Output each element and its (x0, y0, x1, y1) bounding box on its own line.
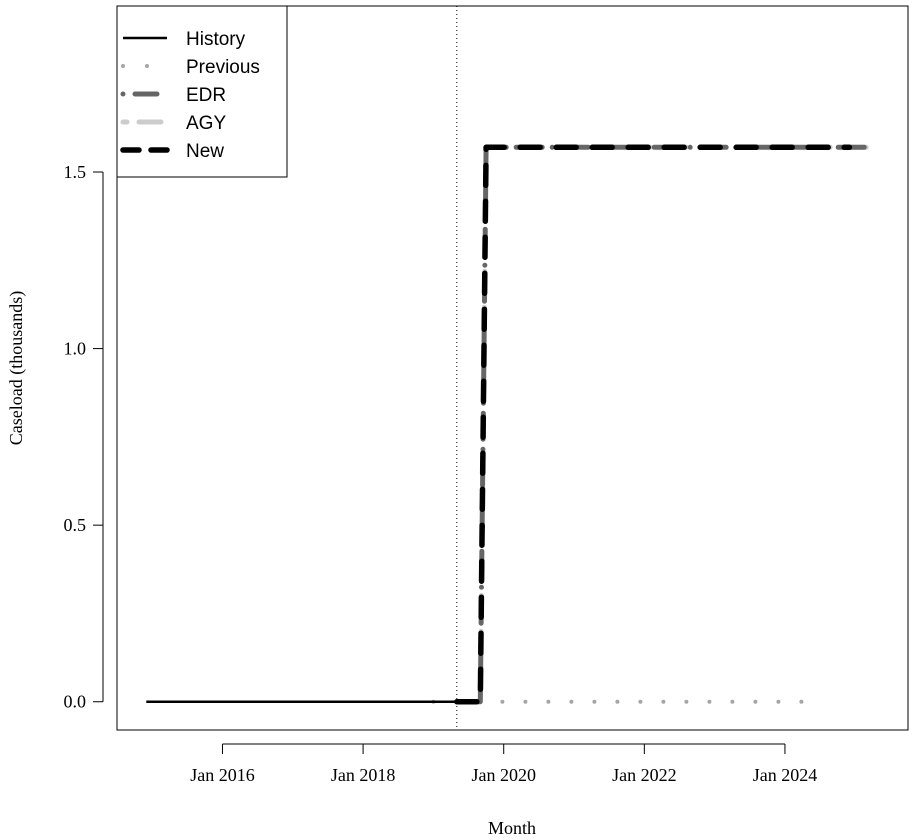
legend-label-previous: Previous (186, 57, 260, 78)
x-axis: Jan 2016 Jan 2018 Jan 2020 Jan 2022 Jan 2024 (190, 743, 818, 785)
legend-label-history: History (186, 29, 246, 50)
y-tick-label: 1.5 (64, 162, 87, 182)
series-new-line (454, 144, 853, 705)
x-tick-label: Jan 2020 (471, 765, 536, 785)
x-axis-title: Month (488, 818, 536, 838)
series-layer (146, 144, 870, 705)
x-tick-label: Jan 2024 (753, 765, 818, 785)
x-tick-label: Jan 2016 (190, 765, 255, 785)
legend-label-new: New (186, 141, 224, 162)
y-axis: 0.0 0.5 1.0 1.5 (64, 162, 104, 712)
y-tick-label: 0.0 (64, 692, 87, 712)
plot-frame (116, 5, 909, 731)
series-edr-line (454, 144, 870, 705)
legend-label-edr: EDR (186, 85, 226, 106)
y-axis-title: Caseload (thousands) (6, 291, 27, 445)
series-agy-line (454, 144, 870, 705)
y-tick-label: 1.0 (64, 339, 87, 359)
x-tick-label: Jan 2022 (612, 765, 677, 785)
y-tick-label: 0.5 (64, 515, 87, 535)
legend: History Previous EDR AGY New (116, 5, 288, 178)
legend-label-agy: AGY (186, 113, 226, 134)
x-tick-label: Jan 2018 (331, 765, 396, 785)
